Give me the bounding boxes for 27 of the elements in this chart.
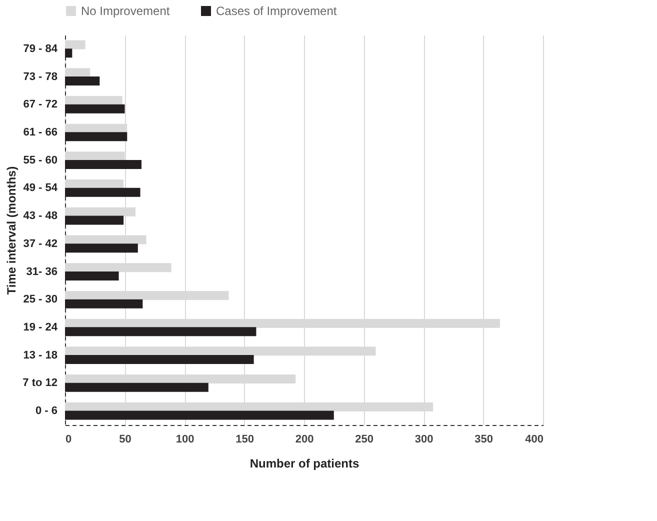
y-tick-label: 49 - 54 — [23, 182, 58, 194]
x-tick-label: 50 — [119, 434, 132, 446]
y-tick-label: 79 - 84 — [23, 42, 58, 55]
y-tick-label: 0 - 6 — [35, 405, 58, 418]
x-tick-label: 250 — [355, 434, 374, 446]
y-tick-label: 31- 36 — [26, 266, 58, 278]
y-tick-label: 19 - 24 — [23, 322, 58, 334]
y-axis-title: Time interval (months) — [4, 166, 19, 295]
y-tick-label: 37 - 42 — [23, 238, 58, 250]
y-tick-label: 73 - 78 — [23, 70, 58, 83]
y-tick-label: 67 - 72 — [23, 98, 58, 111]
y-tick-label: 55 - 60 — [23, 154, 58, 166]
legend-label: No Improvement — [81, 4, 170, 18]
y-tick-label: 43 - 48 — [23, 210, 58, 222]
x-axis-title: Number of patients — [250, 456, 360, 470]
y-tick-label: 13 - 18 — [23, 349, 58, 362]
x-tick-label: 200 — [295, 434, 314, 446]
legend-label: Cases of Improvement — [216, 4, 338, 18]
y-tick-label: 25 - 30 — [23, 294, 58, 306]
x-tick-label: 300 — [414, 434, 434, 446]
y-tick-label: 61 - 66 — [23, 126, 58, 138]
x-tick-label: 0 — [66, 434, 72, 446]
x-tick-label: 100 — [176, 434, 194, 446]
x-tick-label: 350 — [474, 434, 493, 446]
x-tick-label: 150 — [236, 434, 254, 446]
y-tick-label: 7 to 12 — [22, 377, 58, 390]
x-tick-label: 400 — [525, 434, 544, 446]
